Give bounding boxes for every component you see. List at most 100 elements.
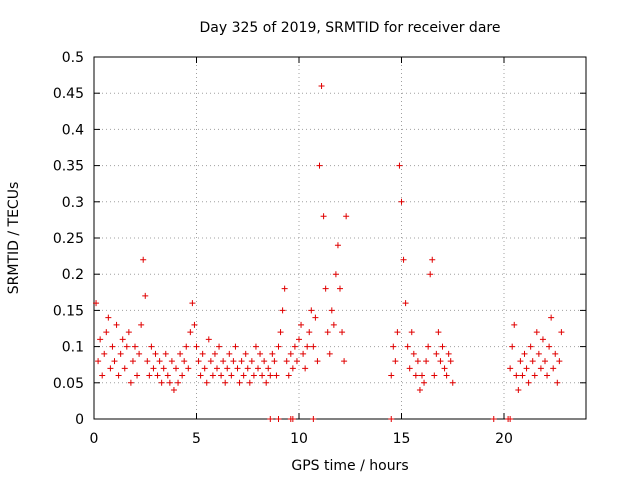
- data-point: [318, 82, 325, 89]
- data-point: [156, 358, 163, 365]
- data-point: [404, 343, 411, 350]
- data-point: [179, 372, 186, 379]
- data-point: [220, 358, 227, 365]
- data-point: [248, 358, 255, 365]
- data-point: [287, 350, 294, 357]
- data-point: [164, 372, 171, 379]
- data-point: [150, 365, 157, 372]
- data-point: [310, 416, 317, 422]
- data-point: [275, 343, 282, 350]
- data-point: [304, 343, 311, 350]
- data-point: [173, 365, 179, 372]
- data-point: [144, 358, 151, 365]
- data-point: [437, 358, 444, 365]
- data-point: [416, 387, 423, 394]
- data-point: [546, 343, 553, 350]
- data-point: [298, 321, 305, 328]
- data-point: [312, 314, 319, 321]
- data-point: [412, 372, 419, 379]
- data-point: [246, 379, 253, 386]
- data-point: [211, 350, 218, 357]
- data-point: [234, 365, 241, 372]
- data-point: [414, 358, 421, 365]
- data-point: [300, 350, 307, 357]
- data-point: [162, 350, 169, 357]
- data-point: [392, 358, 399, 365]
- data-point: [166, 379, 173, 386]
- data-point: [277, 329, 284, 336]
- data-point: [320, 213, 327, 220]
- data-point: [226, 350, 233, 357]
- data-point: [285, 372, 292, 379]
- y-tick-label: 0.05: [53, 376, 84, 392]
- data-point: [255, 365, 261, 372]
- data-point: [132, 343, 138, 350]
- data-point: [343, 213, 350, 220]
- data-point: [449, 379, 456, 386]
- data-point: [123, 343, 130, 350]
- data-point: [558, 329, 565, 336]
- data-point: [507, 416, 514, 422]
- data-point: [390, 343, 397, 350]
- data-point: [140, 256, 147, 263]
- data-point: [533, 329, 540, 336]
- data-point: [425, 343, 432, 350]
- data-point: [238, 358, 245, 365]
- data-point: [222, 379, 229, 386]
- data-point: [111, 358, 118, 365]
- data-point: [302, 365, 309, 372]
- data-point: [142, 292, 149, 299]
- data-point: [218, 372, 225, 379]
- data-point: [322, 285, 329, 292]
- data-point: [281, 285, 288, 292]
- data-point: [205, 336, 212, 343]
- data-point: [441, 365, 448, 372]
- y-tick-label: 0.25: [53, 231, 84, 247]
- data-point: [203, 379, 210, 386]
- data-point: [341, 358, 348, 365]
- data-point: [103, 329, 110, 336]
- data-point: [230, 358, 237, 365]
- data-point: [252, 343, 259, 350]
- data-point: [267, 372, 274, 379]
- data-point: [308, 307, 315, 314]
- data-point: [271, 358, 278, 365]
- x-tick-label: 20: [495, 431, 513, 447]
- data-point: [115, 372, 122, 379]
- data-point: [433, 350, 440, 357]
- data-point: [431, 372, 438, 379]
- data-point: [228, 372, 235, 379]
- data-point: [515, 387, 522, 394]
- data-point: [408, 329, 415, 336]
- data-point: [394, 329, 401, 336]
- data-point: [339, 329, 346, 336]
- data-point: [214, 365, 220, 372]
- data-point: [435, 329, 442, 336]
- data-point: [119, 336, 126, 343]
- data-point: [554, 379, 561, 386]
- data-point: [527, 343, 534, 350]
- grid-lines: [94, 57, 586, 419]
- data-point: [187, 329, 194, 336]
- data-point: [273, 372, 280, 379]
- data-point: [398, 198, 405, 205]
- data-point: [542, 358, 548, 365]
- data-point: [121, 365, 128, 372]
- data-point: [439, 343, 446, 350]
- y-tick-label: 0.1: [62, 340, 84, 356]
- axis-ticks: [93, 56, 586, 420]
- data-point: [550, 365, 557, 372]
- data-point: [185, 365, 192, 372]
- data-point: [507, 365, 514, 372]
- data-point: [244, 365, 251, 372]
- x-tick-label: 10: [290, 431, 308, 447]
- data-point: [310, 343, 317, 350]
- data-point: [521, 350, 528, 357]
- data-point: [419, 372, 425, 379]
- data-point: [447, 358, 454, 365]
- data-point: [148, 343, 155, 350]
- data-point: [279, 307, 286, 314]
- data-point: [97, 336, 104, 343]
- data-point: [105, 314, 112, 321]
